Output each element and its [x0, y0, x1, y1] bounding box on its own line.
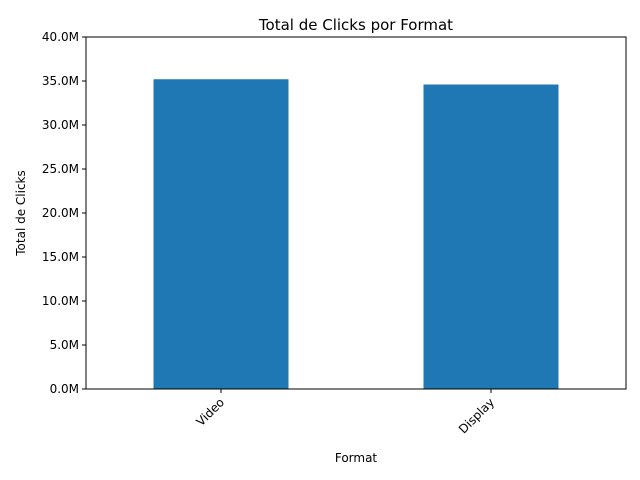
x-axis: Video Display	[193, 389, 497, 436]
bars-group	[153, 79, 559, 390]
y-tick-label: 40.0M	[42, 30, 79, 44]
y-tick-label: 10.0M	[42, 294, 79, 308]
y-axis: 0.0M 5.0M 10.0M 15.0M 20.0M 25.0M 30.0M 35.0M 40…	[42, 30, 86, 396]
x-axis-label: Format	[335, 451, 378, 465]
y-tick-label: 20.0M	[42, 206, 79, 220]
x-tick-label: Display	[456, 395, 497, 436]
plot-frame	[85, 36, 627, 390]
y-tick-label: 0.0M	[50, 382, 79, 396]
y-tick-label: 30.0M	[42, 118, 79, 132]
bar-video	[153, 79, 289, 390]
y-tick-label: 5.0M	[50, 338, 79, 352]
y-tick-label: 15.0M	[42, 250, 79, 264]
y-axis-label: Total de Clicks	[14, 170, 28, 257]
y-tick-label: 35.0M	[42, 74, 79, 88]
chart-title: Total de Clicks por Format	[258, 16, 453, 34]
x-tick-label: Video	[193, 395, 227, 429]
y-tick-label: 25.0M	[42, 162, 79, 176]
bar-display	[423, 84, 559, 390]
